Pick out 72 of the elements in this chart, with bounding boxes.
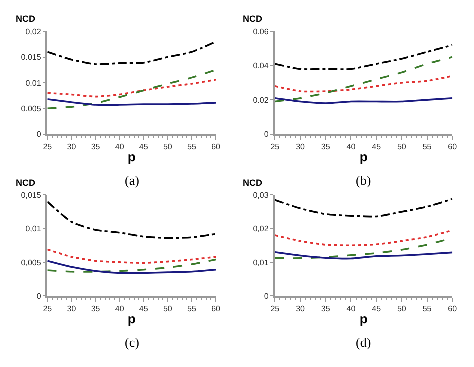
text: (a): [125, 173, 140, 188]
y-tick-label: 0.005: [21, 104, 42, 114]
x-tick-label: 40: [346, 142, 356, 152]
text: (d): [356, 335, 372, 350]
line-series: [275, 75, 453, 93]
y-tick-label: 0.01: [26, 78, 42, 88]
x-tick-label: 40: [115, 142, 125, 152]
y-tick-label: 0: [36, 130, 42, 140]
y-tick-label: 0.015: [21, 53, 42, 62]
x-tick-label: 50: [397, 304, 407, 314]
x-tick-label: 35: [91, 304, 101, 314]
x-tick-label: 25: [43, 142, 53, 152]
x-tick-label: 25: [43, 304, 53, 314]
x-tick-label: 55: [188, 304, 197, 314]
x-tick-label: 40: [346, 304, 356, 314]
line-series: [48, 78, 216, 98]
x-tick-label: 45: [139, 304, 149, 314]
y-tick-label: 0.04: [253, 62, 270, 71]
x-tick-label: 50: [163, 304, 173, 314]
x-tick-label: 40: [115, 304, 125, 314]
x-tick-label: 55: [188, 142, 197, 152]
line-series: [48, 248, 216, 264]
x-axis-title: p: [128, 312, 136, 327]
x-axis-title: p: [360, 150, 368, 165]
x-tick-label: 25: [270, 304, 280, 314]
y-axis-title: NCD: [243, 14, 263, 24]
line-series: [48, 69, 216, 110]
x-tick-label: 55: [422, 142, 432, 152]
x-tick-label: 60: [212, 142, 222, 152]
x-tick-label: 30: [296, 304, 306, 314]
x-tick-label: 35: [91, 142, 101, 152]
y-tick-label: 0.06: [253, 27, 270, 36]
line-series: [48, 201, 216, 240]
x-tick-label: 60: [448, 304, 458, 314]
y-tick-label: 0,02: [253, 224, 270, 234]
y-tick-label: 0.02: [253, 96, 270, 105]
x-tick-label: 25: [270, 142, 280, 152]
y-tick-label: 0: [264, 130, 270, 140]
y-tick-label: 0,01: [253, 258, 270, 268]
x-tick-label: 50: [397, 142, 407, 152]
x-tick-label: 55: [422, 304, 432, 314]
y-axis-title: NCD: [16, 178, 36, 188]
y-tick-label: 0,03: [253, 190, 270, 200]
x-tick-label: 50: [163, 142, 173, 152]
y-tick-label: 0: [264, 292, 270, 301]
y-tick-label: 0,015: [21, 190, 42, 200]
x-tick-label: 45: [372, 304, 382, 314]
line-series: [275, 56, 453, 103]
x-tick-label: 35: [321, 142, 331, 152]
text: (b): [356, 173, 372, 188]
text: (c): [125, 335, 140, 350]
x-tick-label: 60: [448, 142, 458, 152]
y-tick-label: 0,02: [26, 27, 42, 36]
line-series: [48, 40, 216, 66]
y-tick-label: 0,005: [21, 258, 42, 268]
x-tick-label: 60: [212, 304, 222, 314]
x-axis-title: p: [360, 312, 368, 327]
y-tick-label: 0,01: [26, 224, 42, 234]
x-tick-label: 30: [67, 304, 77, 314]
x-tick-label: 30: [67, 142, 77, 152]
x-tick-label: 45: [139, 142, 149, 152]
x-axis-title: p: [128, 150, 136, 165]
line-series: [275, 198, 453, 218]
line-series: [275, 251, 453, 260]
x-tick-label: 35: [321, 304, 331, 314]
y-axis-title: NCD: [16, 14, 36, 24]
x-tick-label: 45: [372, 142, 382, 152]
line-series: [275, 44, 453, 70]
y-axis-title: NCD: [243, 178, 263, 188]
x-tick-label: 30: [296, 142, 306, 152]
y-tick-label: 0: [36, 292, 42, 301]
line-series: [275, 230, 453, 247]
